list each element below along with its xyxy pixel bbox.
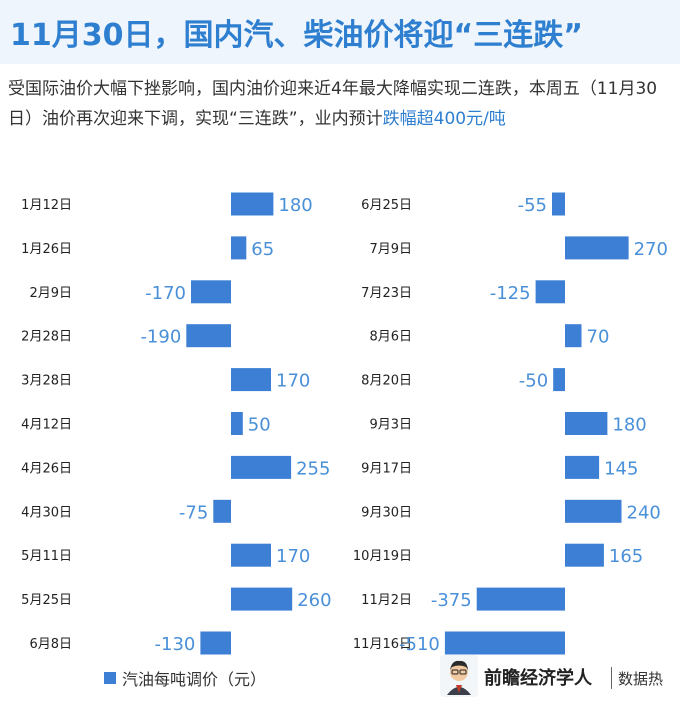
category-label: 5月11日	[21, 549, 72, 564]
value-label: -50	[519, 371, 548, 392]
category-label: 1月26日	[21, 242, 72, 257]
bar	[213, 499, 231, 523]
subtitle: 受国际油价大幅下挫影响，国内油价迎来近4年最大降幅实现二连跌，本周五（11月30…	[8, 74, 672, 134]
category-label: 6月8日	[29, 637, 72, 652]
category-label: 9月30日	[361, 505, 412, 520]
value-label: 240	[627, 502, 661, 523]
value-label: 170	[276, 546, 310, 567]
value-label: 180	[278, 195, 312, 216]
bar	[191, 280, 231, 304]
title-bar: 11月30日，国内汽、柴油价将迎“三连跌”	[0, 0, 680, 64]
category-label: 3月28日	[21, 374, 72, 389]
bar	[231, 543, 271, 567]
bar	[535, 280, 565, 304]
bar	[476, 587, 565, 611]
bar	[231, 412, 243, 435]
brand-name: 前瞻经济学人	[484, 668, 592, 689]
category-label: 9月17日	[361, 461, 412, 476]
legend-swatch	[104, 672, 116, 684]
value-label: 165	[609, 546, 643, 567]
bar	[231, 455, 292, 479]
bar	[231, 236, 247, 260]
bar	[200, 631, 231, 655]
value-label: -55	[518, 195, 547, 216]
value-label: 255	[296, 458, 330, 479]
category-label: 5月25日	[21, 593, 72, 608]
value-label: 145	[604, 458, 638, 479]
value-label: -510	[399, 634, 440, 655]
value-label: 270	[634, 239, 668, 260]
bar	[231, 587, 293, 611]
bar	[186, 324, 231, 348]
brand-tag: 数据热	[618, 670, 664, 688]
value-label: -125	[490, 283, 531, 304]
category-label: 6月25日	[361, 198, 412, 213]
category-label: 1月12日	[21, 198, 72, 213]
value-label: -130	[155, 634, 196, 655]
category-label: 4月26日	[21, 461, 72, 476]
bar	[565, 324, 582, 348]
subtitle-highlight: 跌幅超400元/吨	[382, 109, 506, 129]
category-label: 2月9日	[29, 286, 72, 301]
brand-divider	[611, 667, 612, 689]
category-label: 11月16日	[353, 637, 412, 652]
value-label: -190	[140, 327, 181, 348]
category-label: 4月12日	[21, 418, 72, 433]
category-label: 10月19日	[353, 549, 412, 564]
category-label: 8月20日	[361, 374, 412, 389]
bar	[444, 631, 565, 655]
value-label: -75	[179, 502, 208, 523]
category-label: 11月2日	[361, 593, 412, 608]
subtitle-text: 受国际油价大幅下挫影响，国内油价迎来近4年最大降幅实现二连跌，本周五（11月30…	[8, 79, 658, 129]
value-label: -170	[145, 283, 186, 304]
category-label: 7月9日	[369, 242, 412, 257]
bar	[565, 499, 622, 523]
brand-avatar-icon	[440, 655, 478, 697]
value-label: 170	[276, 371, 310, 392]
category-label: 2月28日	[21, 330, 72, 345]
bar	[552, 192, 565, 216]
category-label: 8月6日	[369, 330, 412, 345]
category-label: 9月3日	[369, 418, 412, 433]
category-label: 4月30日	[21, 505, 72, 520]
value-label: 50	[248, 415, 271, 436]
bar-chart: 1月12日 180 1月26日 65 2月9日 -170 2月28日 -190 3月28日 170…	[21, 192, 668, 655]
bar	[565, 412, 608, 435]
bar	[231, 192, 274, 216]
value-label: 180	[612, 415, 646, 436]
bar	[553, 368, 565, 392]
value-label: 65	[251, 239, 274, 260]
legend-label: 汽油每吨调价（元）	[122, 670, 267, 689]
value-label: 260	[297, 590, 331, 611]
bar	[565, 236, 629, 260]
bar	[231, 368, 271, 392]
value-label: -375	[431, 590, 472, 611]
bar	[565, 455, 600, 479]
value-label: 70	[587, 327, 610, 348]
bar	[565, 543, 604, 567]
category-label: 7月23日	[361, 286, 412, 301]
page-title: 11月30日，国内汽、柴油价将迎“三连跌”	[10, 18, 583, 53]
